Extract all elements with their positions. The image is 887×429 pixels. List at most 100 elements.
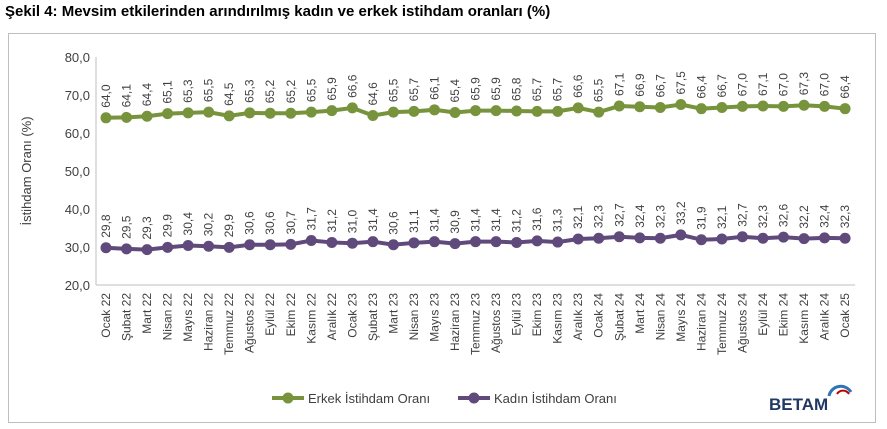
data-label: 66,1 bbox=[427, 76, 441, 100]
data-point bbox=[654, 102, 666, 114]
data-point bbox=[244, 239, 256, 251]
data-point bbox=[141, 110, 153, 122]
data-point bbox=[121, 243, 133, 255]
data-point bbox=[819, 232, 831, 244]
data-label: 64,5 bbox=[222, 82, 236, 106]
data-label: 66,6 bbox=[345, 74, 359, 98]
data-label: 66,4 bbox=[694, 75, 708, 99]
data-point bbox=[593, 232, 605, 244]
data-label: 31,4 bbox=[427, 208, 441, 232]
data-point bbox=[408, 105, 420, 117]
data-label: 67,1 bbox=[756, 72, 770, 96]
data-point bbox=[613, 100, 625, 112]
data-point bbox=[428, 236, 440, 248]
data-label: 64,6 bbox=[366, 82, 380, 106]
data-label: 65,8 bbox=[510, 77, 524, 101]
data-point bbox=[819, 100, 831, 112]
data-point bbox=[531, 105, 543, 117]
data-point bbox=[223, 241, 235, 253]
data-label: 33,2 bbox=[674, 201, 688, 225]
data-point bbox=[449, 106, 461, 118]
data-point bbox=[428, 104, 440, 116]
data-label: 65,9 bbox=[325, 77, 339, 101]
data-label: 30,6 bbox=[386, 211, 400, 235]
data-label: 32,3 bbox=[592, 205, 606, 229]
data-label: 32,1 bbox=[571, 205, 585, 229]
x-tick-label: Nisan 22 bbox=[161, 293, 175, 341]
legend-marker bbox=[282, 392, 294, 404]
data-point bbox=[244, 107, 256, 119]
data-point bbox=[798, 99, 810, 111]
data-label: 67,1 bbox=[612, 72, 626, 96]
data-label: 67,3 bbox=[797, 72, 811, 96]
data-point bbox=[634, 101, 646, 113]
data-point bbox=[777, 100, 789, 112]
data-label: 31,4 bbox=[366, 208, 380, 232]
data-point bbox=[675, 229, 687, 241]
data-label: 29,5 bbox=[120, 215, 134, 239]
y-tick-label: 40,0 bbox=[65, 202, 90, 217]
data-label: 67,0 bbox=[818, 73, 832, 97]
data-point bbox=[162, 241, 174, 253]
data-point bbox=[367, 236, 379, 248]
x-tick-label: Ocak 22 bbox=[99, 293, 113, 338]
data-point bbox=[387, 239, 399, 251]
data-point bbox=[387, 106, 399, 118]
y-tick-label: 20,0 bbox=[65, 278, 90, 293]
data-point bbox=[121, 111, 133, 123]
data-point bbox=[716, 233, 728, 245]
data-point bbox=[305, 235, 317, 247]
data-point bbox=[285, 107, 297, 119]
data-label: 31,9 bbox=[694, 206, 708, 230]
data-label: 65,2 bbox=[263, 80, 277, 104]
data-label: 65,2 bbox=[284, 80, 298, 104]
x-tick-label: Mayıs 22 bbox=[181, 293, 195, 342]
data-label: 32,4 bbox=[633, 204, 647, 228]
data-label: 31,6 bbox=[530, 207, 544, 231]
data-point bbox=[408, 237, 420, 249]
x-tick-label: Haziran 23 bbox=[448, 293, 462, 351]
data-label: 65,5 bbox=[592, 78, 606, 102]
data-label: 66,4 bbox=[838, 75, 852, 99]
x-tick-label: Mayıs 23 bbox=[427, 293, 441, 342]
x-tick-label: Mart 22 bbox=[140, 293, 154, 334]
data-point bbox=[203, 106, 215, 118]
data-label: 32,3 bbox=[653, 205, 667, 229]
data-point bbox=[100, 242, 112, 254]
data-point bbox=[716, 102, 728, 114]
x-tick-label: Ocak 25 bbox=[838, 293, 852, 338]
x-tick-label: Ağustos 23 bbox=[489, 293, 503, 353]
data-label: 67,0 bbox=[735, 73, 749, 97]
data-point bbox=[490, 105, 502, 117]
y-tick-label: 60,0 bbox=[65, 126, 90, 141]
x-tick-label: Temmuz 23 bbox=[469, 293, 483, 355]
data-label: 65,7 bbox=[551, 78, 565, 102]
x-tick-label: Nisan 23 bbox=[407, 293, 421, 341]
x-tick-label: Eylül 24 bbox=[756, 293, 770, 336]
x-tick-label: Aralık 23 bbox=[571, 293, 585, 341]
data-point bbox=[593, 106, 605, 118]
y-tick-label: 80,0 bbox=[65, 50, 90, 65]
x-tick-label: Temmuz 22 bbox=[222, 293, 236, 355]
data-label: 65,7 bbox=[530, 78, 544, 102]
data-label: 31,2 bbox=[510, 209, 524, 233]
data-point bbox=[798, 233, 810, 245]
data-label: 32,3 bbox=[756, 205, 770, 229]
data-label: 32,4 bbox=[818, 204, 832, 228]
x-tick-label: Kasım 23 bbox=[551, 293, 565, 344]
data-point bbox=[367, 110, 379, 122]
data-label: 65,5 bbox=[304, 78, 318, 102]
data-label: 30,7 bbox=[284, 211, 298, 235]
data-label: 65,5 bbox=[386, 78, 400, 102]
data-point bbox=[634, 232, 646, 244]
data-point bbox=[490, 236, 502, 248]
data-label: 29,9 bbox=[161, 214, 175, 238]
data-point bbox=[695, 103, 707, 115]
data-point bbox=[757, 100, 769, 112]
data-label: 31,1 bbox=[407, 209, 421, 233]
x-tick-label: Ekim 23 bbox=[530, 293, 544, 337]
data-label: 31,2 bbox=[325, 209, 339, 233]
data-label: 30,2 bbox=[202, 213, 216, 237]
y-tick-label: 50,0 bbox=[65, 164, 90, 179]
x-tick-label: Şubat 24 bbox=[612, 293, 626, 341]
